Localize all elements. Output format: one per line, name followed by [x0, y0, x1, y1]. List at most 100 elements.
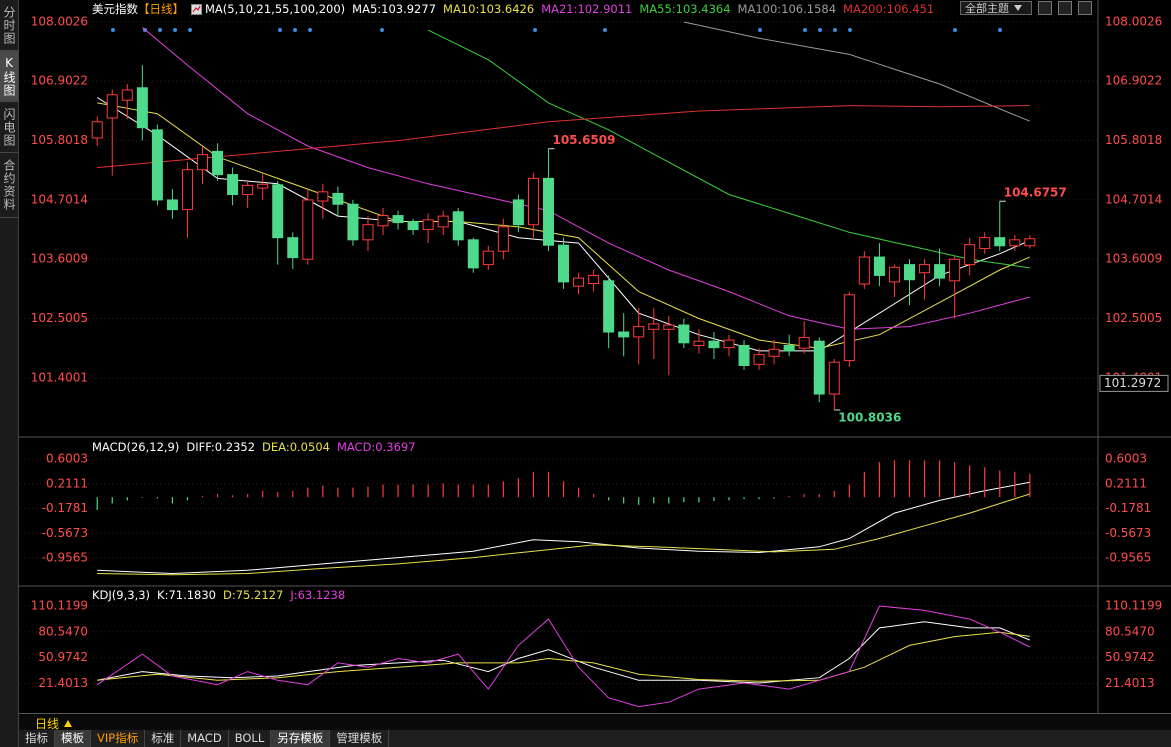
series-line [427, 29, 1030, 269]
sidebar-tab[interactable]: 合约资料 [0, 153, 18, 218]
candle-body [1009, 239, 1021, 247]
y-tick-label: 0.6003 [1105, 452, 1147, 466]
series-line [96, 97, 1031, 352]
candle-body [227, 174, 239, 196]
bottom-tab[interactable]: 管理模板 [330, 730, 390, 747]
indicator-label: MA(5,10,21,55,100,200) [205, 2, 346, 16]
chart-subtitle: 【日线】 [138, 2, 184, 16]
candle-body [151, 129, 163, 201]
sidebar-tab[interactable]: 闪电图 [0, 102, 18, 153]
chart-title: MACD(26,12,9) [92, 440, 180, 454]
candle-body [542, 177, 554, 246]
annotation-label: 105.6509 [552, 133, 615, 147]
chart-title: 美元指数 [92, 2, 138, 16]
period-arrow [63, 720, 72, 727]
candle-body [843, 294, 855, 362]
tool-icon[interactable] [1038, 1, 1052, 15]
candle-body [91, 121, 103, 139]
y-tick-label: 80.5470 [38, 624, 88, 638]
sidebar: 分时图 K线图 闪电图 合约资料 [0, 0, 19, 747]
legend-entry: DIFF:0.2352 [186, 440, 256, 454]
candle-body [693, 340, 705, 347]
candle-body [181, 169, 193, 211]
bottom-tab[interactable]: 指标 [19, 730, 55, 747]
candle-body [136, 87, 148, 129]
candle-body [212, 150, 224, 176]
bottom-tab[interactable]: BOLL [229, 730, 272, 747]
candle-body [362, 224, 374, 241]
legend-entry: MACD:0.3697 [336, 440, 416, 454]
chart-title: KDJ(9,3,3) [92, 588, 151, 602]
bottom-tab[interactable]: 另存模板 [271, 730, 331, 747]
y-tick-label: 0.6003 [46, 452, 88, 466]
bottom-tabs: 指标 模板 VIP指标 标准 MACD BOLL 另存模板 管理模板 [19, 730, 1171, 747]
legend-entry: MA100:106.1584 [737, 2, 837, 16]
sidebar-tab[interactable]: 分时图 [0, 0, 18, 51]
y-tick-label: 105.8018 [1105, 133, 1162, 147]
tool-icon[interactable] [1078, 1, 1092, 15]
y-tick-label: -0.1781 [1105, 501, 1151, 515]
candle-body [166, 199, 178, 211]
candle-body [482, 250, 494, 266]
candle-body [618, 331, 630, 338]
candle-body [242, 184, 254, 196]
kdj-legend: KDJ(9,3,3) K:71.1830 D:75.2127 J:63.1238 [92, 587, 352, 603]
candle-body [723, 339, 735, 349]
candle-body [934, 264, 946, 279]
candle-body [873, 256, 885, 276]
theme-dropdown[interactable]: 全部主题 [960, 1, 1032, 15]
sidebar-tab[interactable]: K线图 [0, 51, 18, 102]
y-tick-label: 50.9742 [1105, 650, 1155, 664]
y-tick-label: -0.9565 [1105, 550, 1151, 564]
bottom-tab[interactable]: VIP指标 [91, 730, 146, 747]
indicator-icon [191, 3, 202, 15]
series-line [97, 102, 1030, 349]
bottom-tab[interactable]: 标准 [145, 730, 182, 747]
y-tick-label: 103.6009 [31, 252, 88, 266]
annotation-label: 100.8036 [838, 411, 901, 425]
y-tick-label: 103.6009 [1105, 252, 1162, 266]
main-legend: 美元指数 【日线】 MA(5,10,21,55,100,200) MA5:103… [92, 1, 941, 17]
y-tick-label: 21.4013 [1105, 676, 1155, 690]
y-tick-label: 80.5470 [1105, 624, 1155, 638]
candle-body [783, 345, 795, 352]
y-tick-label: -0.9565 [42, 550, 88, 564]
y-tick-label: 106.9022 [1105, 74, 1162, 88]
legend-entry: MA55:103.4364 [639, 2, 731, 16]
candle-body [287, 237, 299, 259]
candle-body [708, 340, 720, 349]
candle-body [633, 326, 645, 338]
candle-body [527, 177, 539, 226]
legend-entry: D:75.2127 [223, 588, 284, 602]
candle-body [753, 354, 765, 365]
candle-body [768, 348, 780, 357]
y-tick-label: 101.4001 [31, 370, 88, 384]
candle-body [994, 237, 1006, 247]
candle-body [121, 89, 133, 101]
candle-body [197, 154, 209, 171]
tool-icon[interactable] [1058, 1, 1072, 15]
bottom-tab[interactable]: MACD [181, 730, 229, 747]
candle-body [437, 215, 449, 228]
candle-body [949, 258, 961, 282]
bottom-tab[interactable]: 模板 [55, 730, 91, 747]
candle-body [919, 264, 931, 274]
series-line [97, 481, 1030, 575]
period-selector[interactable]: 日线 [35, 715, 73, 732]
candle-body [407, 220, 419, 231]
candle-body [257, 183, 269, 189]
candle-body [1024, 238, 1036, 247]
annotation-label: 104.6757 [1004, 186, 1067, 200]
candle-body [964, 244, 976, 266]
macd-legend: MACD(26,12,9) DIFF:0.2352 DEA:0.0504 MACD:… [92, 439, 423, 455]
y-tick-label: 0.2111 [46, 476, 88, 490]
legend-entry: K:71.1830 [157, 588, 217, 602]
candle-body [558, 244, 570, 283]
candle-body [858, 256, 870, 285]
series-line [96, 605, 1031, 708]
candle-body [467, 239, 479, 269]
candle-body [272, 184, 284, 239]
legend-entry: MA21:102.9011 [541, 2, 633, 16]
series-line [97, 105, 1030, 169]
